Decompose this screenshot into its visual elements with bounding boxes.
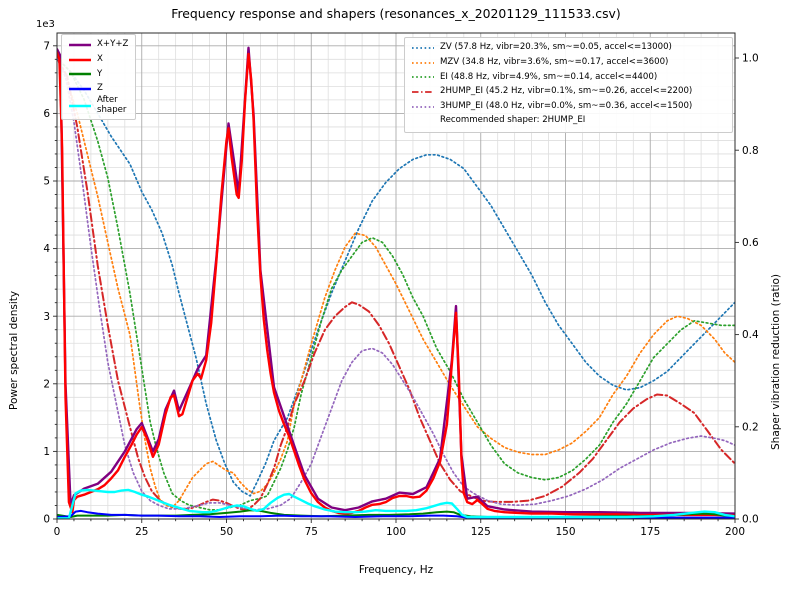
legend-shaper-curves: ZV (57.8 Hz, vibr=20.3%, sm~=0.05, accel…	[404, 37, 733, 133]
curve-ei	[57, 57, 735, 511]
y-right-tick-label: 0.8	[742, 145, 759, 157]
legend-item-y: Y	[68, 67, 128, 82]
curve-mzv	[57, 57, 735, 509]
legend-sample-line	[412, 61, 434, 64]
y-left-axis-label: Power spectral density	[8, 290, 20, 410]
legend-item-x+y+z: X+Y+Z	[68, 38, 128, 53]
y-right-tick-label: 0.6	[742, 237, 759, 249]
legend-sample-line	[69, 44, 91, 47]
legend-item-label: MZV (34.8 Hz, vibr=3.6%, sm~=0.17, accel…	[440, 56, 669, 67]
curve-3hump-ei	[57, 57, 735, 511]
y-right-axis-label: Shaper vibration reduction (ratio)	[770, 273, 782, 450]
y-left-tick-label: 4	[43, 243, 50, 255]
x-axis-label: Frequency, Hz	[358, 564, 434, 576]
y-left-tick-label: 7	[43, 40, 50, 52]
legend-item-label: Z	[97, 83, 103, 94]
x-tick-label: 125	[471, 526, 491, 538]
legend-sample-line	[412, 91, 434, 93]
legend-sample-line	[412, 47, 434, 50]
legend-item-2hump-ei: 2HUMP_EI (45.2 Hz, vibr=0.1%, sm~=0.26, …	[411, 85, 725, 100]
curve-x-y-z	[57, 46, 735, 515]
legend-sample-line	[412, 76, 434, 79]
y-left-tick-label: 2	[43, 378, 50, 390]
curve-x	[57, 51, 735, 517]
x-tick-label: 175	[640, 526, 660, 538]
legend-sample-line	[69, 58, 91, 62]
legend-sample-line	[69, 73, 91, 76]
y-right-tick-label: 0.2	[742, 421, 759, 433]
legend-item-after-shaper: After shaper	[68, 95, 128, 116]
legend-item-z: Z	[68, 82, 128, 97]
y-left-tick-label: 1	[43, 446, 50, 458]
x-tick-label: 150	[555, 526, 575, 538]
legend-item-label: EI (48.8 Hz, vibr=4.9%, sm~=0.14, accel<…	[440, 71, 658, 82]
x-tick-label: 0	[54, 526, 61, 538]
legend-item-label: Y	[97, 68, 103, 79]
legend-sample-line	[69, 87, 91, 91]
chart-curves	[57, 46, 735, 519]
x-tick-label: 50	[220, 526, 233, 538]
y-right-tick-label: 1.0	[742, 53, 759, 65]
curve-after-shaper	[57, 488, 735, 519]
x-tick-label: 200	[725, 526, 745, 538]
y-left-tick-label: 6	[43, 108, 50, 120]
y-left-tick-label: 5	[43, 176, 50, 188]
legend-recommended-note: Recommended shaper: 2HUMP_EI	[411, 114, 725, 129]
x-tick-label: 25	[135, 526, 148, 538]
legend-item-zv: ZV (57.8 Hz, vibr=20.3%, sm~=0.05, accel…	[411, 41, 725, 56]
x-tick-label: 100	[386, 526, 406, 538]
axis-ticks: 0 25 50 75 100 125 150 175 200 0 1 2 3 4 5 6 7 0.0 0.2 0.4 0…	[43, 40, 759, 538]
legend-item-label: X	[97, 53, 103, 64]
y-left-offset-label: 1e3	[36, 19, 55, 30]
chart-title: Frequency response and shapers (resonanc…	[171, 6, 621, 21]
legend-item-label: After shaper	[97, 95, 127, 116]
legend-item-3hump-ei: 3HUMP_EI (48.0 Hz, vibr=0.0%, sm~=0.36, …	[411, 99, 725, 114]
legend-sample-line	[69, 105, 91, 108]
y-left-tick-label: 0	[43, 514, 50, 526]
legend-item-label: 2HUMP_EI (45.2 Hz, vibr=0.1%, sm~=0.26, …	[440, 86, 693, 97]
legend-item-ei: EI (48.8 Hz, vibr=4.9%, sm~=0.14, accel<…	[411, 70, 725, 85]
recommended-shaper-text: Recommended shaper: 2HUMP_EI	[440, 115, 586, 126]
legend-psd-curves: X+Y+Z X Y Z After shaper	[61, 34, 137, 121]
legend-item-label: X+Y+Z	[97, 39, 129, 50]
legend-item-mzv: MZV (34.8 Hz, vibr=3.6%, sm~=0.17, accel…	[411, 56, 725, 71]
y-right-tick-label: 0.4	[742, 329, 759, 341]
x-tick-label: 75	[305, 526, 318, 538]
curve-2hump-ei	[57, 57, 735, 511]
curve-zv	[57, 57, 735, 497]
legend-item-label: ZV (57.8 Hz, vibr=20.3%, sm~=0.05, accel…	[440, 42, 672, 53]
legend-item-label: 3HUMP_EI (48.0 Hz, vibr=0.0%, sm~=0.36, …	[440, 100, 693, 111]
y-right-tick-label: 0.0	[742, 514, 759, 526]
legend-sample-line	[412, 105, 434, 108]
legend-item-x: X	[68, 53, 128, 68]
y-left-tick-label: 3	[43, 311, 50, 323]
